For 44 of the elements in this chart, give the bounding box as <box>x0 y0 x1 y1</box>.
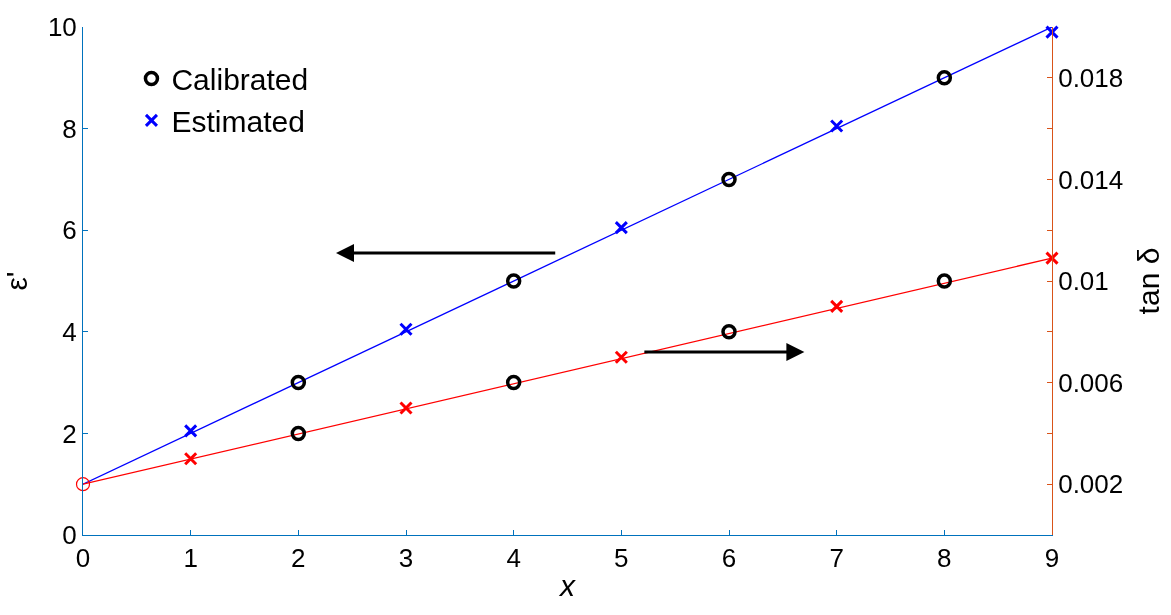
y-axis-title: ε' <box>0 271 33 291</box>
y-tick-label: 8 <box>62 113 77 144</box>
x-tick-label: 8 <box>937 543 952 574</box>
x-tick-label: 9 <box>1044 543 1060 574</box>
x-tick-label: 3 <box>398 543 414 574</box>
point <box>829 299 844 314</box>
y2-axis-title: tan δ <box>1131 247 1165 315</box>
point <box>614 350 629 365</box>
x-tick-label: 5 <box>614 543 629 574</box>
y-tick-label: 6 <box>62 215 77 246</box>
y2-tick-label: 0.01 <box>1058 266 1109 297</box>
point <box>936 273 953 289</box>
point <box>505 273 522 289</box>
y-tick-label: 4 <box>62 316 77 347</box>
point <box>183 423 198 438</box>
point <box>75 477 91 492</box>
y2-tick-label: 0.014 <box>1058 164 1124 195</box>
point <box>290 374 307 391</box>
x-tick-label: 4 <box>506 543 521 574</box>
point <box>829 119 844 134</box>
y2-tick-label: 0.006 <box>1058 367 1124 398</box>
point <box>936 70 953 86</box>
x-tick-label: 6 <box>721 543 737 574</box>
point <box>1045 251 1059 266</box>
legend-label: Calibrated <box>171 63 309 97</box>
point <box>290 425 307 442</box>
legend-label: Estimated <box>171 105 305 139</box>
y2-tick-label: 0.002 <box>1058 469 1124 500</box>
point <box>614 220 629 235</box>
point <box>399 322 413 337</box>
point <box>721 171 737 188</box>
x-tick-label: 1 <box>183 543 198 574</box>
x-tick-label: 2 <box>291 543 306 574</box>
point <box>399 401 413 415</box>
point <box>1045 25 1059 40</box>
y-tick-label: 0 <box>62 520 77 551</box>
y-tick-label: 2 <box>62 418 77 449</box>
x-axis-title: x <box>558 568 576 602</box>
point <box>183 451 198 466</box>
x-tick-label: 7 <box>829 543 844 574</box>
point <box>505 374 522 391</box>
y2-tick-label: 0.018 <box>1058 62 1124 93</box>
point <box>721 324 737 340</box>
y-tick-label: 10 <box>47 12 77 43</box>
